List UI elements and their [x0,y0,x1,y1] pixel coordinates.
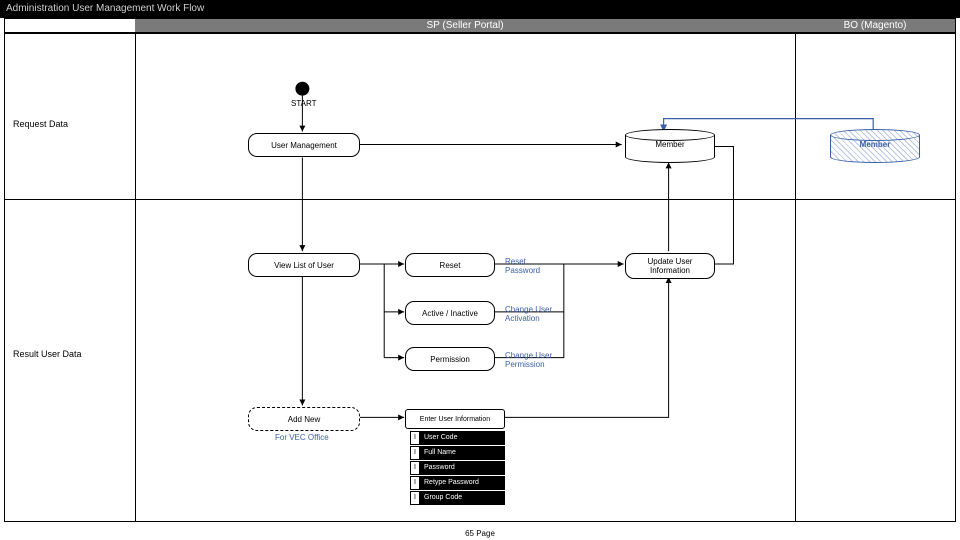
swimlane-grid: SP (Seller Portal) BO (Magento) Request … [4,18,956,522]
bullet-icon: I [410,446,420,460]
form-row-2: I Full Name [410,446,505,460]
cylinder-member-bo: Member [830,129,920,163]
title-bar: Administration User Management Work Flow [0,0,960,18]
form-label-5: Group Code [420,491,505,505]
node-enter-user: Enter User Information [405,409,505,429]
form-row-5: I Group Code [410,491,505,505]
form-label-1: User Code [420,431,505,445]
form-label-4: Retype Password [420,476,505,490]
bullet-icon: I [410,491,420,505]
node-add-new: Add New [248,407,360,431]
form-label-2: Full Name [420,446,505,460]
annot-change-perm: Change User Permission [505,351,552,369]
form-row-1: I User Code [410,431,505,445]
bullet-icon: I [410,431,420,445]
node-update-user: Update User Information [625,253,715,279]
start-label: START [291,99,316,108]
form-label-3: Password [420,461,505,475]
node-user-mgmt: User Management [248,133,360,157]
annot-change-act: Change User Activation [505,305,552,323]
bullet-icon: I [410,461,420,475]
bullet-icon: I [410,476,420,490]
form-row-3: I Password [410,461,505,475]
cylinder-member-sp: Member [625,129,715,163]
page-title: Administration User Management Work Flow [6,3,204,14]
annot-for-vec: For VEC Office [275,433,329,442]
node-reset: Reset [405,253,495,277]
member-bo-label: Member [830,140,920,149]
member-sp-label: Member [625,140,715,149]
annot-reset-pwd: Reset Password [505,257,540,275]
node-view-list: View List of User [248,253,360,277]
page-footer: 65 Page [0,529,960,538]
form-row-4: I Retype Password [410,476,505,490]
node-permission: Permission [405,347,495,371]
node-active-inactive: Active / Inactive [405,301,495,325]
